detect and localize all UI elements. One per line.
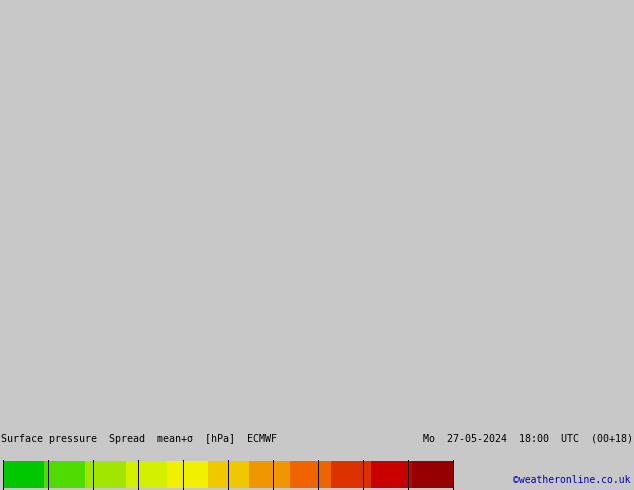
Text: Surface pressure  Spread  mean+σ  [hPa]  ECMWF: Surface pressure Spread mean+σ [hPa] ECM… [1, 434, 277, 444]
Bar [3, 461, 44, 488]
Text: ©weatheronline.co.uk: ©weatheronline.co.uk [514, 475, 631, 485]
Bar [249, 461, 290, 488]
Bar [208, 461, 249, 488]
Bar [290, 461, 330, 488]
Bar [167, 461, 208, 488]
Bar [126, 461, 167, 488]
Bar [330, 461, 372, 488]
Bar [412, 461, 453, 488]
Bar [372, 461, 412, 488]
Text: Mo  27-05-2024  18:00  UTC  (00+18): Mo 27-05-2024 18:00 UTC (00+18) [423, 434, 633, 444]
Bar [85, 461, 126, 488]
Bar [44, 461, 85, 488]
